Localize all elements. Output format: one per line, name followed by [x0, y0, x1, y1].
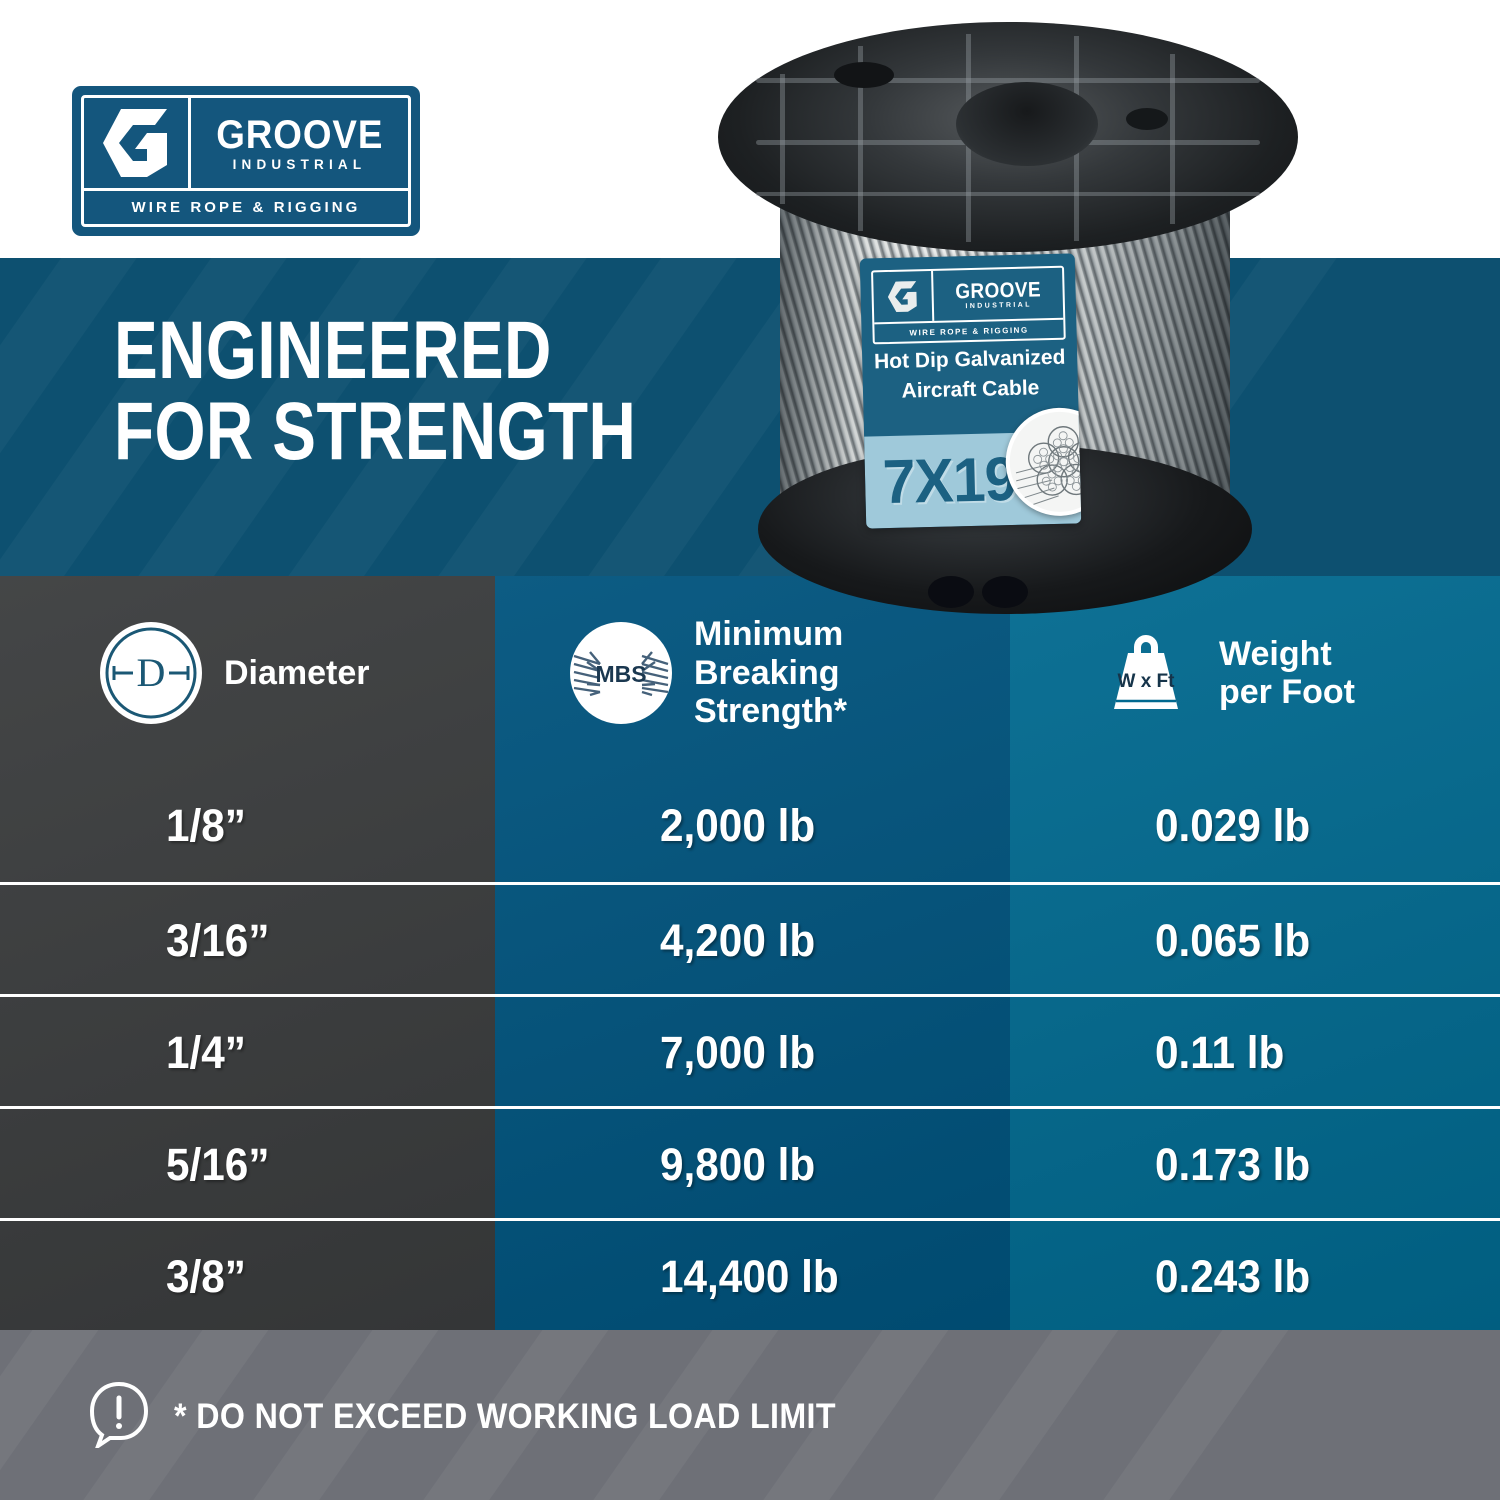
logo-name: GROOVE [215, 113, 383, 157]
label-title-line-1: Hot Dip Galvanized [873, 345, 1066, 374]
logo-subname: INDUSTRIAL [232, 157, 367, 172]
table-body: 1/8” 2,000 lb 0.029 lb 3/16” 4,200 lb 0.… [0, 770, 1500, 1330]
table-row: 3/8” 14,400 lb 0.243 lb [0, 1218, 1500, 1330]
mbs-breaking-icon: MBS [570, 622, 672, 724]
header-label-diameter: Diameter [224, 653, 370, 692]
svg-text:W x Ft: W x Ft [1118, 671, 1176, 692]
header-breaking-strength: MBS Minimum Breaking Strength* [570, 576, 847, 770]
cable-cross-section-icon [1004, 406, 1082, 518]
brand-logo: GROOVE INDUSTRIAL WIRE ROPE & RIGGING [72, 86, 420, 236]
column-diameter [0, 576, 495, 1330]
headline-line-2: FOR STRENGTH [114, 386, 637, 478]
product-label: GROOVE INDUSTRIAL WIRE ROPE & RIGGING Ho… [859, 253, 1082, 529]
groove-g-icon [84, 98, 191, 188]
footer-band: * DO NOT EXCEED WORKING LOAD LIMIT [0, 1330, 1500, 1500]
label-title-line-2: Aircraft Cable [901, 375, 1040, 403]
header-label-weight: Weight per Foot [1219, 634, 1355, 711]
cell-diameter: 3/16” [166, 915, 270, 966]
label-logo-tagline: WIRE ROPE & RIGGING [909, 325, 1029, 337]
cell-breaking-strength: 2,000 lb [660, 800, 816, 851]
groove-g-icon [873, 270, 935, 323]
product-photo-spool: GROOVE INDUSTRIAL WIRE ROPE & RIGGING Ho… [700, 14, 1320, 634]
spool-top-flange [718, 22, 1298, 252]
cell-breaking-strength: 4,200 lb [660, 915, 816, 966]
cell-weight: 0.243 lb [1155, 1251, 1311, 1302]
cell-weight: 0.029 lb [1155, 800, 1311, 851]
construction-value: 7X19 [881, 444, 1018, 517]
cell-diameter: 1/8” [166, 800, 246, 851]
table-row: 3/16” 4,200 lb 0.065 lb [0, 882, 1500, 994]
label-logo-name: GROOVE [955, 277, 1042, 303]
header-diameter: D Diameter [100, 576, 370, 770]
table-row: 1/4” 7,000 lb 0.11 lb [0, 994, 1500, 1106]
header-weight: W x Ft Weight per Foot [1095, 576, 1355, 770]
cell-weight: 0.173 lb [1155, 1139, 1311, 1190]
cell-breaking-strength: 9,800 lb [660, 1139, 816, 1190]
flange-hole [982, 576, 1028, 608]
logo-tagline: WIRE ROPE & RIGGING [131, 199, 361, 216]
svg-text:MBS: MBS [595, 661, 646, 687]
table-row: 1/8” 2,000 lb 0.029 lb [0, 770, 1500, 882]
cell-diameter: 1/4” [166, 1027, 246, 1078]
table-row: 5/16” 9,800 lb 0.173 lb [0, 1106, 1500, 1218]
headline-line-1: ENGINEERED [114, 305, 552, 396]
spool-center-hub [956, 82, 1098, 166]
header-label-breaking-strength: Minimum Breaking Strength* [694, 615, 847, 731]
flange-hole [928, 576, 974, 608]
cell-diameter: 5/16” [166, 1139, 270, 1190]
cell-weight: 0.11 lb [1155, 1027, 1285, 1078]
page-title: ENGINEERED FOR STRENGTH [114, 305, 637, 478]
diameter-circle-icon: D [100, 622, 202, 724]
svg-text:D: D [137, 650, 166, 695]
cell-diameter: 3/8” [166, 1251, 246, 1302]
specification-table: D Diameter MBS [0, 576, 1500, 1330]
exclamation-speech-bubble-icon [88, 1380, 150, 1453]
cell-breaking-strength: 14,400 lb [660, 1251, 839, 1302]
table-header-row: D Diameter MBS [0, 576, 1500, 770]
cell-weight: 0.065 lb [1155, 915, 1311, 966]
weight-block-icon: W x Ft [1095, 622, 1197, 724]
cell-breaking-strength: 7,000 lb [660, 1027, 816, 1078]
column-weight [1010, 576, 1500, 1330]
warning-text: * DO NOT EXCEED WORKING LOAD LIMIT [174, 1396, 836, 1436]
